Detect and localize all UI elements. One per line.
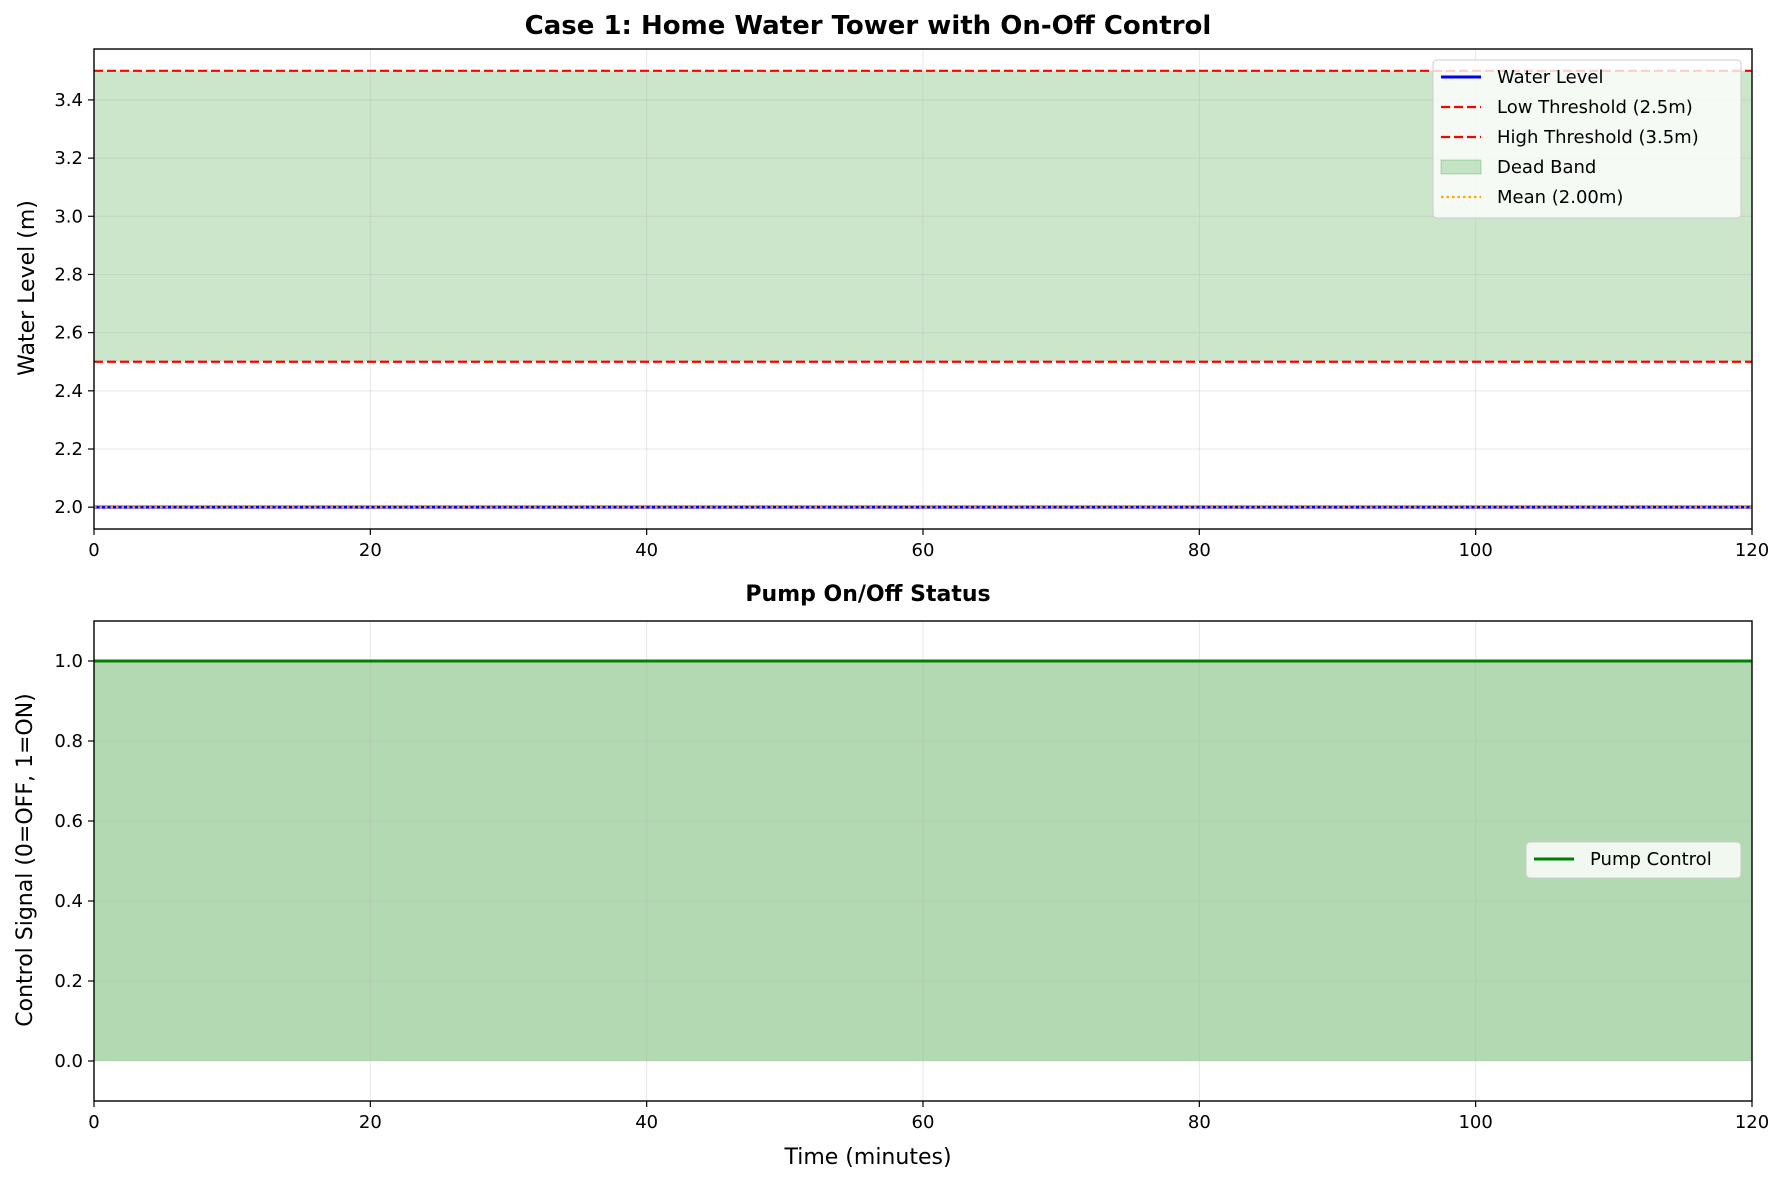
pump-control-fill xyxy=(94,661,1752,1061)
pump-status-xlabel: Time (minutes) xyxy=(783,1145,951,1170)
x-tick-label: 20 xyxy=(359,1112,382,1133)
x-tick-label: 120 xyxy=(1735,540,1769,561)
x-tick-label: 60 xyxy=(912,540,935,561)
legend-box xyxy=(1432,59,1742,219)
y-tick-label: 0.6 xyxy=(54,811,83,832)
x-tick-label: 40 xyxy=(635,1112,658,1133)
legend-label: Low Threshold (2.5m) xyxy=(1497,97,1693,118)
y-tick-label: 1.0 xyxy=(54,651,83,672)
y-tick-label: 2.2 xyxy=(54,439,83,460)
legend-label: Water Level xyxy=(1497,67,1603,88)
y-tick-label: 2.6 xyxy=(54,323,83,344)
y-tick-label: 0.2 xyxy=(54,971,83,992)
x-tick-label: 80 xyxy=(1188,540,1211,561)
pump-status-legend: Pump Control xyxy=(1525,841,1742,879)
y-tick-label: 2.4 xyxy=(54,381,83,402)
x-tick-label: 20 xyxy=(359,540,382,561)
x-tick-label: 100 xyxy=(1458,1112,1492,1133)
water-level-legend: Water Level Low Threshold (2.5m) High Thre… xyxy=(1432,59,1742,219)
legend-label: Mean (2.00m) xyxy=(1497,187,1623,208)
legend-box xyxy=(1525,841,1742,879)
water-level-panel: Case 1: Home Water Tower with On-Off Con… xyxy=(15,11,1769,561)
x-tick-label: 0 xyxy=(88,1112,99,1133)
legend-swatch xyxy=(1440,159,1482,175)
x-tick-label: 100 xyxy=(1458,540,1492,561)
y-tick-label: 3.2 xyxy=(54,148,83,169)
x-tick-label: 0 xyxy=(88,540,99,561)
water-level-ylabel: Water Level (m) xyxy=(15,200,40,376)
pump-status-ylabel: Control Signal (0=OFF, 1=ON) xyxy=(13,693,38,1027)
pump-status-title: Pump On/Off Status xyxy=(745,582,990,607)
x-tick-label: 80 xyxy=(1188,1112,1211,1133)
water-level-title: Case 1: Home Water Tower with On-Off Con… xyxy=(525,11,1212,41)
pump-status-panel: Pump On/Off Status Control Signal (0=OFF… xyxy=(13,582,1769,1170)
legend-label: High Threshold (3.5m) xyxy=(1497,127,1699,148)
x-tick-label: 40 xyxy=(635,540,658,561)
legend-label: Dead Band xyxy=(1497,157,1596,178)
y-tick-label: 0.4 xyxy=(54,891,83,912)
y-tick-label: 3.0 xyxy=(54,206,83,227)
y-tick-label: 0.0 xyxy=(54,1051,83,1072)
y-tick-label: 0.8 xyxy=(54,731,83,752)
y-tick-label: 2.8 xyxy=(54,264,83,285)
legend-label: Pump Control xyxy=(1590,849,1712,870)
x-tick-label: 60 xyxy=(912,1112,935,1133)
y-tick-label: 3.4 xyxy=(54,90,83,111)
y-tick-label: 2.0 xyxy=(54,497,83,518)
x-tick-label: 120 xyxy=(1735,1112,1769,1133)
